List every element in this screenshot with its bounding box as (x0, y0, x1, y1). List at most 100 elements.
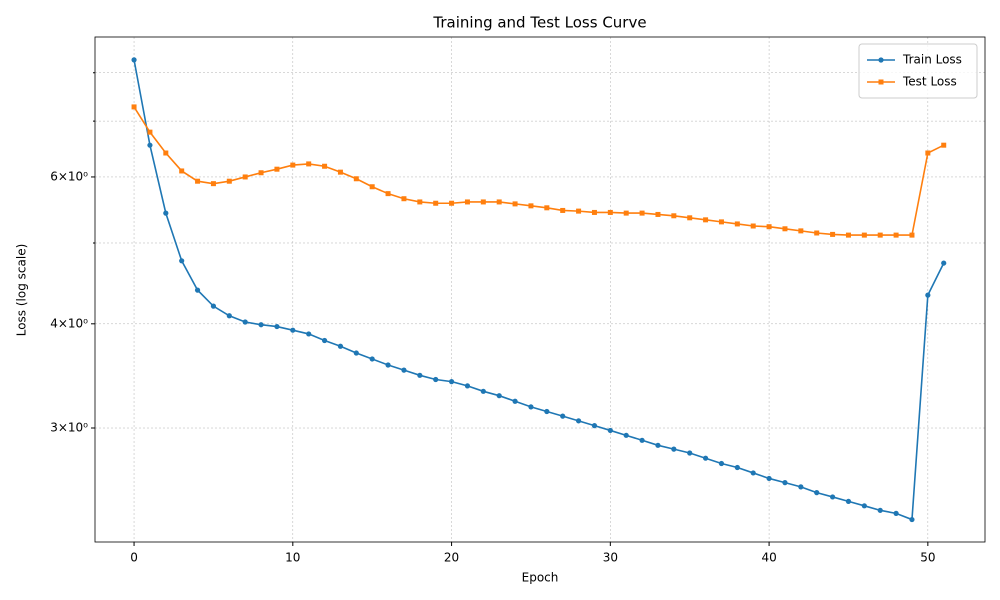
marker (369, 356, 375, 362)
marker (607, 209, 613, 215)
marker (925, 292, 931, 298)
marker (591, 209, 597, 215)
marker (512, 398, 518, 404)
marker (861, 232, 867, 238)
marker (274, 166, 280, 172)
marker (639, 210, 645, 216)
x-tick-label: 10 (285, 551, 300, 565)
marker (941, 260, 947, 266)
marker (782, 480, 788, 486)
marker (909, 232, 915, 238)
marker (449, 200, 455, 206)
marker (210, 303, 217, 309)
marker (306, 331, 312, 337)
marker (560, 413, 566, 419)
legend-label: Train Loss (902, 53, 962, 67)
y-tick-label: 3×10⁰ (50, 421, 88, 435)
marker (147, 129, 153, 135)
marker (814, 490, 820, 496)
marker (687, 215, 693, 221)
marker (433, 200, 439, 206)
marker (480, 199, 486, 205)
y-axis-label: Loss (log scale) (15, 244, 29, 337)
marker (798, 484, 804, 490)
marker (560, 207, 566, 213)
series-line (133, 106, 945, 236)
marker (861, 503, 867, 509)
marker (226, 178, 232, 184)
marker (194, 287, 201, 293)
marker (337, 169, 343, 175)
marker (623, 210, 629, 216)
marker (782, 226, 788, 232)
marker (274, 323, 280, 330)
marker (639, 437, 645, 443)
marker (798, 228, 804, 234)
marker (401, 367, 407, 373)
marker (179, 258, 185, 264)
marker (750, 223, 756, 229)
marker (528, 404, 534, 410)
marker (163, 150, 169, 156)
x-tick-label: 0 (130, 551, 138, 565)
marker (607, 427, 613, 434)
chart-title: Training and Test Loss Curve (432, 14, 646, 32)
marker (766, 224, 772, 230)
marker (671, 446, 677, 452)
legend-label: Test Loss (902, 75, 957, 89)
marker (131, 104, 137, 110)
marker (417, 372, 423, 378)
marker (878, 57, 884, 63)
marker (750, 470, 756, 476)
marker (925, 150, 931, 156)
marker (242, 174, 248, 180)
marker (131, 57, 137, 63)
marker (734, 221, 740, 227)
x-tick-label: 20 (444, 551, 459, 565)
marker (623, 432, 629, 438)
marker (496, 199, 502, 205)
marker (290, 327, 296, 333)
marker (814, 230, 820, 236)
marker (448, 379, 455, 385)
marker (734, 464, 740, 471)
marker (306, 161, 312, 167)
plot-frame (94, 36, 986, 543)
marker (433, 376, 439, 383)
marker (544, 408, 550, 415)
marker (385, 191, 391, 197)
marker (941, 142, 947, 148)
marker (576, 208, 582, 214)
marker (464, 383, 471, 389)
marker (591, 423, 598, 429)
marker (893, 510, 899, 516)
marker (337, 343, 344, 349)
marker (702, 455, 709, 461)
marker (417, 199, 423, 205)
legend-box (858, 43, 978, 99)
marker (877, 507, 883, 513)
marker (528, 203, 534, 209)
series-line (133, 59, 945, 521)
marker (179, 168, 185, 174)
marker (226, 313, 232, 319)
marker (163, 210, 169, 216)
marker (195, 178, 201, 184)
x-axis-label: Epoch (522, 571, 559, 585)
marker (655, 442, 661, 448)
marker (703, 217, 709, 223)
marker (353, 176, 359, 182)
marker (321, 337, 328, 344)
marker (671, 213, 677, 219)
marker (385, 362, 391, 368)
marker (829, 494, 836, 500)
marker (322, 163, 328, 169)
marker (258, 170, 264, 176)
marker (718, 219, 724, 225)
marker (878, 79, 884, 85)
marker (210, 181, 216, 187)
x-tick-label: 30 (603, 551, 618, 565)
marker (845, 498, 852, 504)
marker (687, 450, 693, 456)
marker (369, 184, 375, 190)
